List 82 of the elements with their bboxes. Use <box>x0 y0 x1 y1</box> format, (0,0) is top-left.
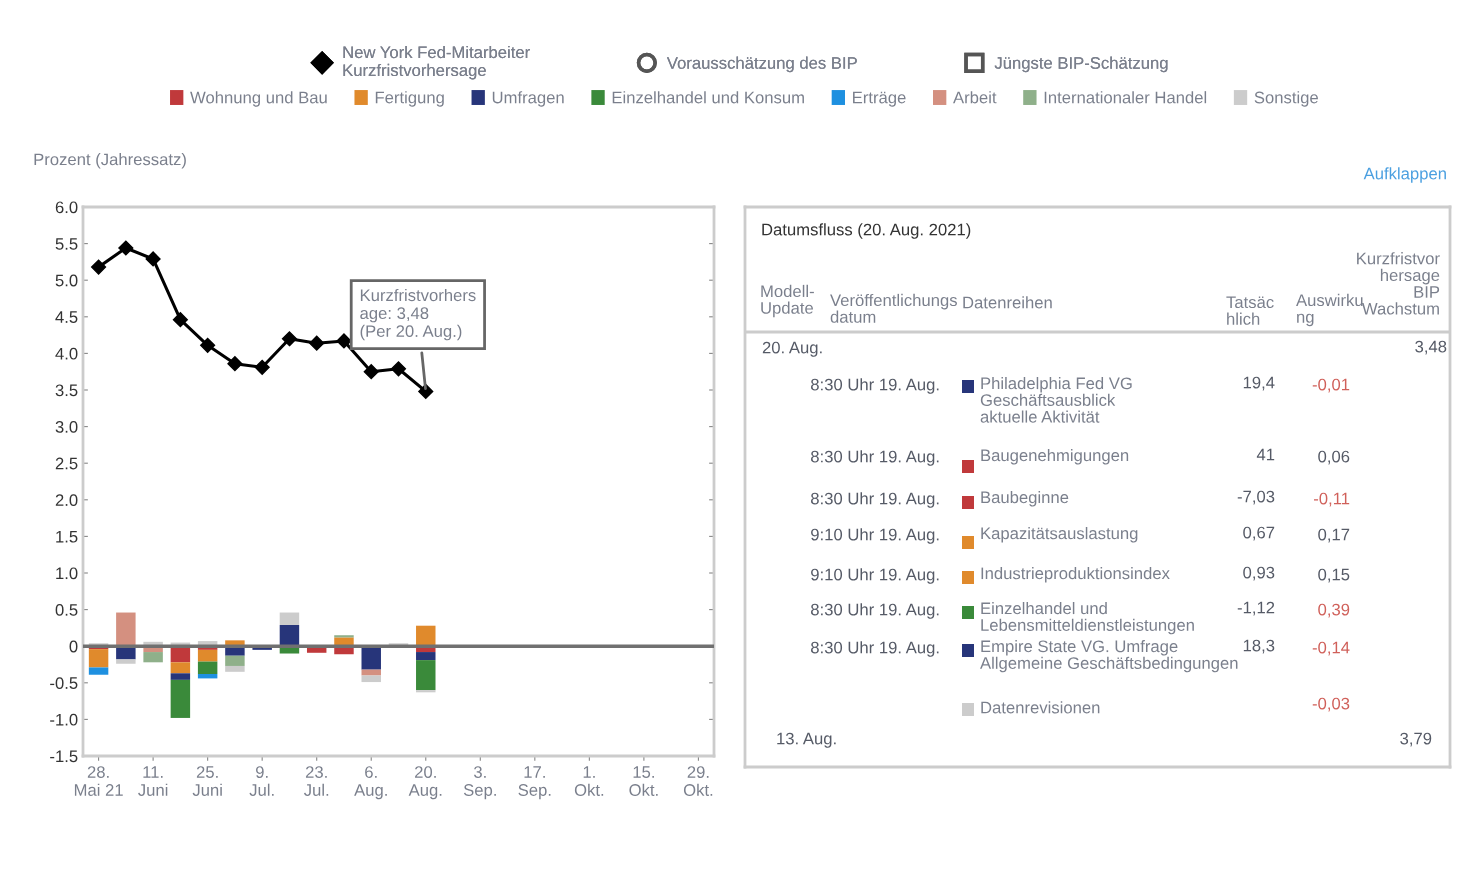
y-tick-label: 6.0 <box>55 201 78 214</box>
y-axis-title: Prozent (Jahressatz) <box>34 153 186 169</box>
legend-label: Internationaler Handel <box>1044 91 1207 104</box>
text: -1,12 <box>1237 601 1275 616</box>
text: 0,93 <box>1243 566 1275 581</box>
y-tick-label: -1.0 <box>50 713 78 726</box>
text: Veröffentlichungs datum <box>830 293 957 323</box>
text: 0,39 <box>1318 603 1350 618</box>
text: 0,06 <box>1318 450 1350 465</box>
y-tick-label: 2.5 <box>55 457 78 470</box>
legend-label: New York Fed-Mitarbeiter Kurzfristvorhersage <box>343 45 530 80</box>
text: Tatsäc hlich <box>1226 296 1274 325</box>
x-tick-label: 25. Juni <box>192 766 222 796</box>
y-tick-label: 5.5 <box>55 238 78 250</box>
legend-label: Sonstige <box>1254 91 1318 107</box>
annotation: Kurzfristvorhers age: 3,48 (Per 20. Aug.) <box>360 288 476 341</box>
legend-label: Jüngste BIP-Schätzung <box>994 56 1168 73</box>
legend-label: Arbeit <box>953 91 997 104</box>
text: 19,4 <box>1243 376 1275 391</box>
text: 9:10 Uhr 19. Aug. <box>811 528 939 544</box>
text: Auswirku ng <box>1296 293 1363 327</box>
x-tick-label: 1. Okt. <box>574 766 604 796</box>
y-tick-label: 4.5 <box>55 311 78 323</box>
y-tick-label: 0.5 <box>55 604 78 616</box>
legend-label: Erträge <box>853 91 906 107</box>
text: -7,03 <box>1237 490 1275 505</box>
x-tick-label: 3. Sep. <box>463 766 496 800</box>
text: -0,03 <box>1312 697 1350 712</box>
y-tick-label: 5.0 <box>55 274 78 287</box>
text: Datenrevisionen <box>981 701 1100 714</box>
text: 0,15 <box>1318 568 1350 583</box>
text: 8:30 Uhr 19. Aug. <box>811 603 939 619</box>
x-tick-label: 6. Aug. <box>354 766 387 800</box>
text: Aufklappen <box>1363 167 1446 183</box>
text: Baubeginne <box>981 491 1069 507</box>
y-tick-label: 3.0 <box>55 421 78 433</box>
x-tick-label: 23. Jul. <box>304 766 329 796</box>
legend-label: Wohnung und Bau <box>190 91 327 107</box>
legend-label: Einzelhandel und Konsum <box>612 91 804 104</box>
text: Datenreihen <box>963 296 1052 309</box>
text: Baugenehmigungen <box>981 449 1129 465</box>
x-tick-label: 20. Aug. <box>408 766 442 800</box>
text: Philadelphia Fed VG Geschäftsausblick aktuelle Aktivität <box>980 377 1132 423</box>
y-tick-label: 1.0 <box>56 567 78 580</box>
text: -0,14 <box>1312 641 1350 656</box>
y-tick-label: 0 <box>69 640 78 653</box>
text: 8:30 Uhr 19. Aug. <box>811 378 939 394</box>
text: 8:30 Uhr 19. Aug. <box>811 450 939 466</box>
y-tick-label: -0.5 <box>50 677 78 689</box>
x-tick-label: 29. Okt. <box>683 766 713 796</box>
y-tick-label: -1.5 <box>50 750 78 763</box>
y-tick-label: 3.5 <box>55 384 78 397</box>
text: 18,3 <box>1243 639 1275 654</box>
text: Empire State VG. Umfrage Allgemeine Geschäftsbedingungen <box>980 640 1238 673</box>
text: 0,17 <box>1318 528 1350 543</box>
text: 41 <box>1256 448 1275 461</box>
text: -0,01 <box>1312 378 1350 393</box>
text: Einzelhandel und Lebensmitteldienstleistungen <box>981 602 1194 635</box>
text: -0,11 <box>1313 492 1350 507</box>
y-tick-label: 2.0 <box>55 494 78 506</box>
x-tick-label: 11. Juni <box>138 766 168 796</box>
text: Modell- Update <box>761 284 814 318</box>
text: Industrieproduktionsindex <box>981 567 1170 583</box>
text: 0,67 <box>1243 526 1275 541</box>
legend-label: Fertigung <box>375 91 444 107</box>
text: 8:30 Uhr 19. Aug. <box>811 641 939 657</box>
x-tick-label: 28. Mai 21 <box>74 766 123 796</box>
text: 3,79 <box>1400 732 1432 747</box>
legend-label: Umfragen <box>492 91 564 107</box>
y-tick-label: 1.5 <box>56 530 78 543</box>
x-tick-label: 9. Jul. <box>249 766 274 796</box>
text: 3,48 <box>1415 340 1447 355</box>
text: Datumsfluss (20. Aug. 2021) <box>762 223 971 239</box>
text: Kapazitätsauslastung <box>981 527 1138 543</box>
text: 8:30 Uhr 19. Aug. <box>811 492 939 508</box>
x-tick-label: 15. Okt. <box>629 766 658 796</box>
x-tick-label: 17. Sep. <box>518 766 551 800</box>
y-tick-label: 4.0 <box>55 347 78 360</box>
text: 13. Aug. <box>777 732 836 748</box>
text: 20. Aug. <box>762 341 822 357</box>
legend-label: Vorausschätzung des BIP <box>666 56 857 73</box>
text: 9:10 Uhr 19. Aug. <box>811 568 939 584</box>
